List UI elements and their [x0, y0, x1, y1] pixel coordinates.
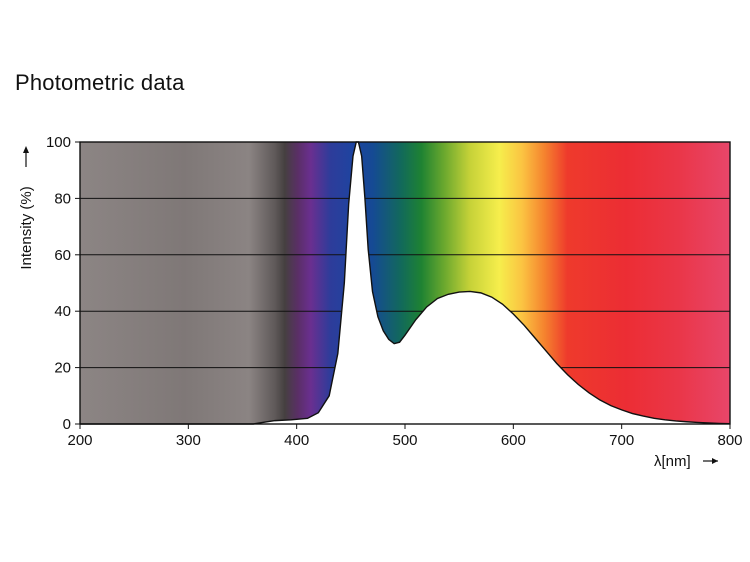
- x-tick-label: 500: [392, 432, 417, 449]
- y-axis-label: Intensity (%): [18, 186, 35, 269]
- spectral-curve-line: [80, 141, 731, 425]
- y-tick-label: 60: [54, 247, 71, 264]
- y-axis-label-group: Intensity (%): [18, 146, 35, 270]
- y-axis-arrow-head: [23, 146, 29, 153]
- y-tick-label: 0: [63, 416, 71, 433]
- x-tick-label: 200: [67, 432, 92, 449]
- x-axis-ticks: 200 300 400 500 600 700 800: [67, 424, 743, 449]
- spectral-curve-fill: [80, 142, 730, 424]
- y-tick-label: 80: [54, 190, 71, 207]
- x-axis-label-group: λ[nm]: [654, 453, 718, 470]
- y-tick-label: 40: [54, 303, 71, 320]
- y-tick-label: 100: [46, 134, 71, 151]
- y-tick-label: 20: [54, 360, 71, 377]
- y-axis-ticks: 0 20 40 60 80 100: [46, 134, 80, 433]
- x-tick-label: 800: [717, 432, 742, 449]
- x-tick-label: 400: [284, 432, 309, 449]
- x-tick-label: 600: [501, 432, 526, 449]
- x-tick-label: 700: [609, 432, 634, 449]
- page-title: Photometric data: [15, 70, 185, 95]
- x-axis-label: λ[nm]: [654, 453, 691, 470]
- x-axis-arrow-head: [712, 458, 718, 464]
- x-tick-label: 300: [176, 432, 201, 449]
